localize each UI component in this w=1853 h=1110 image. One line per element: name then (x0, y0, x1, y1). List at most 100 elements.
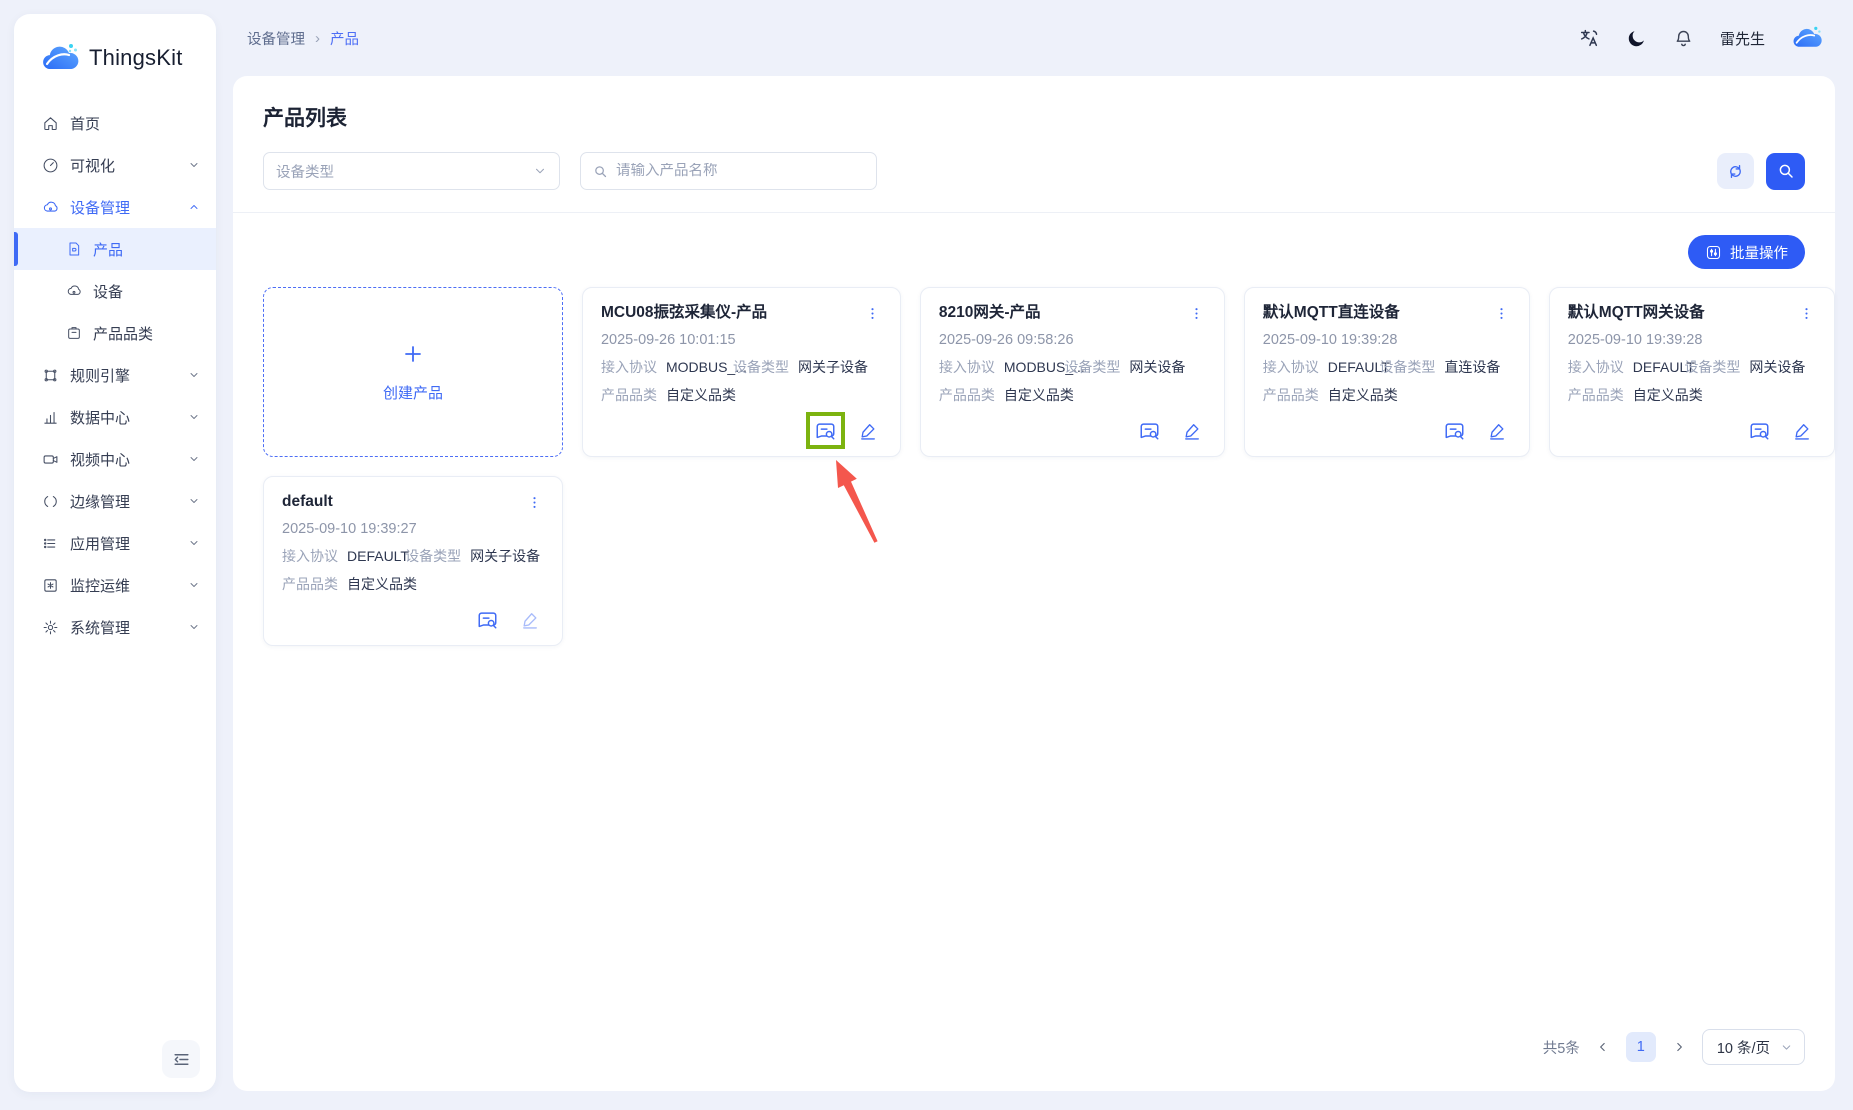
home-icon (44, 116, 57, 130)
view-detail-button[interactable] (1441, 418, 1468, 443)
gauge-icon (43, 158, 58, 172)
pagination: 共5条 1 10 条/页 (263, 1029, 1805, 1091)
brand-logo[interactable]: ThingsKit (14, 14, 216, 88)
product-created-date: 2025-09-26 09:58:26 (938, 332, 1074, 348)
product-card[interactable]: default 2025-09-10 19:39:27 接入协议 DEFAULT … (263, 476, 563, 646)
category-value: 自定义品类 (1003, 386, 1074, 403)
edit-button-disabled[interactable] (517, 607, 544, 632)
product-card[interactable]: 默认MQTT直连设备 2025-09-10 19:39:28 接入协议 DEFAU… (1243, 287, 1530, 457)
view-detail-button[interactable] (1136, 418, 1163, 443)
sidebar-item-video-center[interactable]: 视频中心 (14, 438, 216, 480)
avatar-cloud[interactable] (1791, 25, 1823, 51)
view-detail-button[interactable] (1746, 418, 1773, 443)
next-page-button[interactable] (1672, 1040, 1686, 1054)
edit-button[interactable] (1789, 418, 1816, 443)
field-label: 接入协议 (938, 359, 995, 375)
card-menu-button[interactable] (1492, 304, 1511, 323)
view-detail-button[interactable] (474, 607, 501, 632)
field-label: 设备类型 (1064, 359, 1121, 375)
sidebar-item-device[interactable]: 设备 (14, 270, 216, 312)
chevron-down-icon (190, 583, 198, 587)
card-menu-button[interactable] (1797, 304, 1816, 323)
sidebar-item-edge-management[interactable]: 边缘管理 (14, 480, 216, 522)
refresh-button[interactable] (1717, 153, 1754, 189)
search-input[interactable] (616, 163, 864, 179)
card-menu-button[interactable] (1187, 304, 1206, 323)
edit-pen-icon (1490, 423, 1505, 440)
product-title: MCU08振弦采集仪-产品 (600, 304, 768, 321)
search-button[interactable] (1766, 152, 1805, 190)
category-value: 自定义品类 (665, 386, 736, 403)
sidebar-item-label: 可视化 (70, 157, 116, 175)
view-detail-button-highlighted[interactable] (805, 412, 878, 543)
product-name-search[interactable] (580, 152, 877, 190)
sidebar-item-data-center[interactable]: 数据中心 (14, 396, 216, 438)
protocol-value: MODBUS_... (665, 359, 747, 375)
protocol-value: MODBUS_... (1003, 359, 1085, 375)
breadcrumb-section[interactable]: 设备管理 (247, 31, 305, 48)
annotation-red-arrow (835, 460, 878, 543)
device-type-value: 网关子设备 (798, 359, 868, 375)
chevron-up-icon (190, 205, 198, 209)
view-detail-icon (1750, 422, 1769, 440)
sidebar-item-rule-engine[interactable]: 规则引擎 (14, 354, 216, 396)
sidebar-item-device-management[interactable]: 设备管理 (14, 186, 216, 228)
bell-icon[interactable] (1673, 28, 1694, 49)
brand-name: ThingsKit (89, 45, 183, 70)
moon-icon[interactable] (1626, 28, 1647, 49)
sidebar-item-app-management[interactable]: 应用管理 (14, 522, 216, 564)
sidebar-item-visualization[interactable]: 可视化 (14, 144, 216, 186)
view-detail-icon (1445, 422, 1464, 440)
sidebar-item-home[interactable]: 首页 (14, 102, 216, 144)
product-title: default (282, 493, 333, 510)
sidebar-item-label: 边缘管理 (70, 493, 131, 511)
field-label: 设备类型 (1379, 359, 1436, 375)
kebab-icon (871, 308, 874, 319)
field-label: 设备类型 (405, 548, 462, 564)
product-card[interactable]: 默认MQTT网关设备 2025-09-10 19:39:28 接入协议 DEFAU… (1548, 287, 1835, 457)
kebab-icon (1195, 308, 1198, 319)
prev-page-button[interactable] (1596, 1040, 1610, 1054)
sidebar-collapse-button[interactable] (162, 1040, 200, 1078)
rule-engine-icon (44, 369, 57, 381)
edit-pen-icon (861, 423, 876, 440)
sidebar-item-product[interactable]: 产品 (14, 228, 216, 270)
create-product-card[interactable]: 创建产品 (263, 287, 563, 457)
pagination-total: 共5条 (1542, 1040, 1580, 1057)
search-icon (1779, 164, 1793, 178)
edit-pen-icon (523, 612, 538, 629)
batch-operation-button[interactable]: 批量操作 (1688, 235, 1805, 269)
page-size-select[interactable]: 10 条/页 (1701, 1029, 1805, 1065)
card-menu-button[interactable] (863, 304, 882, 323)
view-detail-icon (1140, 422, 1159, 440)
view-detail-icon (478, 611, 497, 629)
sidebar-item-monitoring-ops[interactable]: 监控运维 (14, 564, 216, 606)
sidebar-item-label: 视频中心 (70, 451, 131, 469)
product-card[interactable]: MCU08振弦采集仪-产品 2025-09-26 10:01:15 接入协议 MO… (581, 287, 901, 543)
device-type-select[interactable]: 设备类型 (263, 152, 560, 190)
chevron-down-icon (190, 373, 198, 377)
product-card[interactable]: 8210网关-产品 2025-09-26 09:58:26 接入协议 MODBUS… (919, 287, 1225, 457)
breadcrumb-current[interactable]: 产品 (330, 31, 359, 48)
video-icon (43, 454, 58, 464)
field-label: 产品品类 (1262, 386, 1319, 403)
page-number-button[interactable]: 1 (1625, 1032, 1656, 1062)
translate-icon[interactable] (1578, 27, 1600, 49)
plus-icon (405, 345, 421, 362)
sidebar-item-label: 产品 (93, 241, 124, 259)
view-detail-icon (816, 422, 835, 440)
field-label: 产品品类 (1567, 386, 1624, 403)
chevron-down-icon (1782, 1044, 1791, 1050)
protocol-value: DEFAULT (1327, 359, 1390, 375)
sidebar-item-system-management[interactable]: 系统管理 (14, 606, 216, 648)
chevron-right-icon (1677, 1042, 1682, 1052)
edit-button[interactable] (1484, 418, 1511, 443)
card-menu-button[interactable] (525, 493, 544, 512)
user-name[interactable]: 雷先生 (1719, 30, 1765, 48)
edit-button[interactable] (1179, 418, 1206, 443)
sidebar-item-product-category[interactable]: 产品品类 (14, 312, 216, 354)
field-label: 接入协议 (282, 548, 338, 564)
product-title: 8210网关-产品 (938, 304, 1041, 321)
edit-button[interactable] (855, 418, 882, 443)
